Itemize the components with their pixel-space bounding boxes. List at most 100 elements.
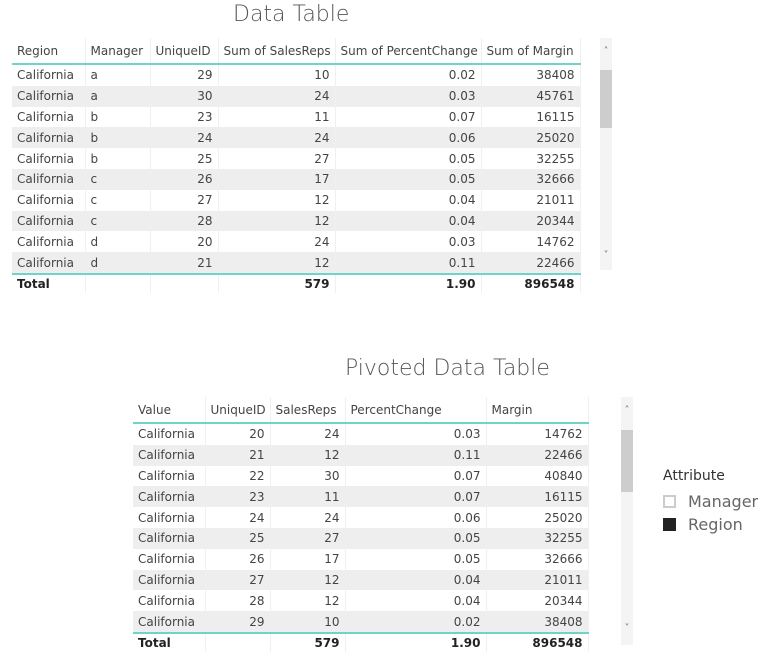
table-cell: California: [133, 486, 206, 508]
column-header[interactable]: UniqueID: [150, 38, 219, 65]
table-cell: 28: [205, 590, 271, 612]
table-cell: 0.04: [335, 210, 482, 232]
table-cell: b: [85, 148, 151, 169]
table-row[interactable]: California b 25 27 0.05 32255: [12, 148, 581, 169]
column-header[interactable]: PercentChange: [345, 397, 487, 424]
table-cell: 0.03: [335, 231, 482, 253]
table-row[interactable]: California d 20 24 0.03 14762: [12, 231, 581, 253]
table-cell: 24: [218, 127, 336, 149]
table-row[interactable]: California 20 24 0.03 14762: [133, 423, 589, 445]
table-cell: c: [85, 210, 151, 232]
total-cell: Total: [12, 272, 86, 293]
table-cell: 0.06: [345, 507, 487, 528]
column-header[interactable]: Manager: [85, 38, 151, 65]
table-cell: California: [133, 423, 206, 445]
table-cell: 11: [270, 486, 346, 508]
total-cell: 896548: [481, 272, 581, 293]
table-cell: 12: [218, 210, 336, 232]
table-row[interactable]: California c 27 12 0.04 21011: [12, 189, 581, 211]
legend-item-manager[interactable]: Manager: [663, 490, 758, 513]
scrollbar-thumb[interactable]: [600, 70, 612, 128]
legend-item-region[interactable]: Region: [663, 513, 758, 536]
table-cell: 21: [205, 444, 271, 466]
table-cell: 32255: [481, 148, 581, 169]
table-cell: 0.04: [335, 189, 482, 211]
table-row[interactable]: California b 23 11 0.07 16115: [12, 106, 581, 128]
table-row[interactable]: California c 26 17 0.05 32666: [12, 168, 581, 190]
table-cell: 23: [205, 486, 271, 508]
table-cell: 16115: [481, 106, 581, 128]
total-cell: [205, 631, 271, 652]
table-row[interactable]: California a 29 10 0.02 38408: [12, 64, 581, 86]
table-cell: 14762: [481, 231, 581, 253]
total-row: Total 579 1.90 896548: [12, 272, 581, 293]
table-row[interactable]: California 24 24 0.06 25020: [133, 507, 589, 528]
column-header[interactable]: Region: [12, 38, 86, 65]
column-header[interactable]: UniqueID: [205, 397, 271, 424]
table-cell: California: [12, 168, 86, 190]
table-row[interactable]: California 28 12 0.04 20344: [133, 590, 589, 612]
column-header[interactable]: Sum of Margin: [481, 38, 581, 65]
table-cell: California: [133, 465, 206, 487]
table-cell: 0.02: [335, 64, 482, 86]
table-cell: California: [133, 444, 206, 466]
table-cell: 40840: [486, 465, 589, 487]
legend-label: Manager: [688, 492, 759, 511]
data-table-title: Data Table: [233, 2, 350, 27]
table-row[interactable]: California a 30 24 0.03 45761: [12, 85, 581, 107]
table-cell: 22: [205, 465, 271, 487]
column-header[interactable]: Sum of PercentChange: [335, 38, 482, 65]
table-cell: 0.06: [335, 127, 482, 149]
table-row[interactable]: California 22 30 0.07 40840: [133, 465, 589, 487]
table-cell: 0.05: [345, 548, 487, 570]
table-row[interactable]: California b 24 24 0.06 25020: [12, 127, 581, 149]
data-table-scrollbar[interactable]: ˄ ˅: [600, 38, 612, 270]
table-row[interactable]: California c 28 12 0.04 20344: [12, 210, 581, 232]
table-cell: California: [12, 252, 86, 274]
table-cell: California: [12, 231, 86, 253]
table-row[interactable]: California 29 10 0.02 38408: [133, 611, 589, 633]
table-cell: 12: [270, 590, 346, 612]
table-cell: California: [12, 189, 86, 211]
scrollbar-thumb[interactable]: [621, 430, 633, 492]
column-header[interactable]: Value: [133, 397, 206, 424]
total-cell: Total: [133, 631, 206, 652]
table-row[interactable]: California d 21 12 0.11 22466: [12, 252, 581, 274]
table-cell: 20344: [486, 590, 589, 612]
scroll-up-icon[interactable]: ˄: [603, 46, 609, 57]
table-cell: 29: [150, 64, 219, 86]
total-cell: 579: [218, 272, 336, 293]
table-cell: 25020: [481, 127, 581, 149]
table-row[interactable]: California 23 11 0.07 16115: [133, 486, 589, 508]
table-cell: 24: [218, 85, 336, 107]
legend-label: Region: [688, 515, 743, 534]
column-header[interactable]: Margin: [486, 397, 589, 424]
table-cell: b: [85, 106, 151, 128]
table-cell: d: [85, 231, 151, 253]
table-row[interactable]: California 26 17 0.05 32666: [133, 548, 589, 570]
table-cell: 0.11: [345, 444, 487, 466]
table-row[interactable]: California 27 12 0.04 21011: [133, 569, 589, 591]
table-cell: 29: [205, 611, 271, 633]
pivoted-table-scrollbar[interactable]: ˄ ˅: [621, 397, 633, 645]
table-cell: California: [12, 85, 86, 107]
table-cell: 17: [218, 168, 336, 190]
table-cell: 38408: [486, 611, 589, 633]
table-cell: 20: [150, 231, 219, 253]
total-row: Total 579 1.90 896548: [133, 631, 589, 652]
table-cell: California: [133, 569, 206, 591]
table-cell: 16115: [486, 486, 589, 508]
scroll-down-icon[interactable]: ˅: [624, 623, 630, 634]
total-cell: 1.90: [335, 272, 482, 293]
table-cell: California: [12, 210, 86, 232]
table-cell: 0.07: [345, 486, 487, 508]
table-row[interactable]: California 21 12 0.11 22466: [133, 444, 589, 466]
table-cell: c: [85, 168, 151, 190]
data-table: Region Manager UniqueID Sum of SalesReps Sum…: [12, 38, 581, 293]
scroll-down-icon[interactable]: ˅: [603, 250, 609, 261]
scroll-up-icon[interactable]: ˄: [624, 405, 630, 416]
column-header[interactable]: Sum of SalesReps: [218, 38, 336, 65]
table-row[interactable]: California 25 27 0.05 32255: [133, 527, 589, 549]
table-cell: 0.07: [335, 106, 482, 128]
column-header[interactable]: SalesReps: [270, 397, 346, 424]
